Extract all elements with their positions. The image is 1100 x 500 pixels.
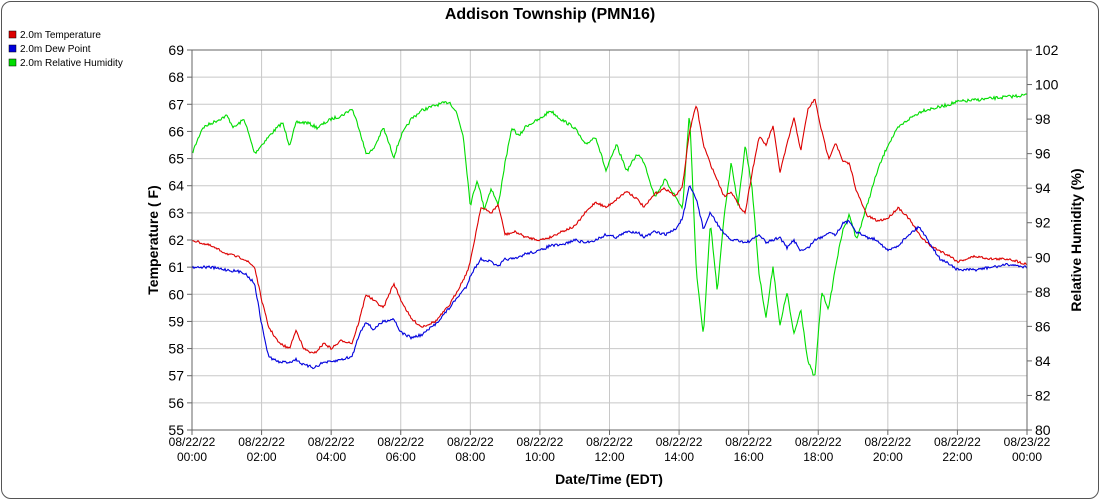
y-tick-label: 64 [168,178,184,194]
y2-tick-label: 84 [1035,353,1051,369]
x-tick-label-date: 08/22/22 [377,435,424,449]
y2-tick-label: 80 [1035,422,1051,438]
x-tick-label-time: 20:00 [873,450,903,464]
legend-label-temperature: 2.0m Temperature [20,30,101,41]
series-layer [191,93,1028,376]
y2-tick-label: 92 [1035,215,1051,231]
x-tick-label-time: 18:00 [803,450,833,464]
y-axis-right: 80 82 84 86 88 90 92 94 96 98 100 102 [1027,42,1059,438]
y-tick-label: 60 [168,286,184,302]
y-tick-label: 59 [168,313,184,329]
x-tick-label-date: 08/22/22 [169,435,216,449]
x-tick-label-date: 08/22/22 [308,435,355,449]
x-tick-label-time: 04:00 [316,450,346,464]
legend-swatch-relative-humidity [8,58,17,67]
x-tick-label-date: 08/22/22 [238,435,285,449]
legend-item-dew-point: 2.0m Dew Point [8,44,91,55]
y-tick-label: 56 [168,395,184,411]
y2-tick-label: 98 [1035,111,1051,127]
x-tick-label-time: 16:00 [734,450,764,464]
x-tick-label-time: 22:00 [942,450,972,464]
series-line-2-0m-temperature [192,98,1028,354]
y-tick-label: 57 [168,368,184,384]
series-line-2-0m-relative-humidity [191,93,1028,376]
y-tick-label: 61 [168,259,184,275]
x-tick-label-date: 08/22/22 [586,435,633,449]
y2-tick-label: 100 [1035,77,1059,93]
y-tick-label: 67 [168,96,184,112]
x-tick-label-time: 10:00 [525,450,555,464]
x-tick-label-time: 02:00 [247,450,277,464]
y-tick-label: 63 [168,205,184,221]
y2-tick-label: 96 [1035,146,1051,162]
x-tick-label-date: 08/22/22 [656,435,703,449]
y-tick-label: 58 [168,341,184,357]
y-tick-label: 68 [168,69,184,85]
x-tick-label-date: 08/22/22 [864,435,911,449]
x-tick-label-date: 08/22/22 [934,435,981,449]
x-tick-label-time: 12:00 [594,450,624,464]
y-axis-left: 55 56 57 58 59 60 61 62 63 64 65 66 67 68 69 [168,42,192,438]
y2-tick-label: 102 [1035,42,1059,58]
y-tick-label: 66 [168,123,184,139]
y-tick-label: 65 [168,151,184,167]
legend-swatch-dew-point [8,44,17,53]
x-tick-label-time: 06:00 [386,450,416,464]
y-tick-label: 55 [168,422,184,438]
y-axis-right-title: Relative Humidity (%) [1068,168,1084,311]
x-tick-label-time: 14:00 [664,450,694,464]
y2-tick-label: 88 [1035,284,1051,300]
chart-title: Addison Township (PMN16) [445,6,655,23]
x-tick-label-date: 08/22/22 [725,435,772,449]
y-axis-left-title: Temperature ( F) [145,185,161,294]
x-tick-label-time: 08:00 [455,450,485,464]
x-tick-label-date: 08/22/22 [795,435,842,449]
x-tick-label-date: 08/22/22 [447,435,494,449]
x-tick-label-time: 00:00 [1012,450,1042,464]
legend-item-relative-humidity: 2.0m Relative Humidity [8,58,123,69]
y-tick-label: 62 [168,232,184,248]
legend-swatch-temperature [8,30,17,39]
x-axis-title: Date/Time (EDT) [555,471,663,487]
x-axis: 08/22/2200:0008/22/2202:0008/22/2204:000… [169,430,1051,464]
x-tick-label-time: 00:00 [177,450,207,464]
y2-tick-label: 90 [1035,249,1051,265]
x-tick-label-date: 08/23/22 [1004,435,1051,449]
legend-label-dew-point: 2.0m Dew Point [20,44,91,55]
legend: 2.0m Temperature 2.0m Dew Point 2.0m Rel… [8,30,123,69]
legend-item-temperature: 2.0m Temperature [8,30,101,41]
y-tick-label: 69 [168,42,184,58]
x-tick-label-date: 08/22/22 [517,435,564,449]
y2-tick-label: 82 [1035,387,1051,403]
legend-label-relative-humidity: 2.0m Relative Humidity [20,58,123,69]
series-line-2-0m-dew-point [191,185,1028,370]
y2-tick-label: 86 [1035,318,1051,334]
grid [191,49,1028,431]
y2-tick-label: 94 [1035,180,1051,196]
